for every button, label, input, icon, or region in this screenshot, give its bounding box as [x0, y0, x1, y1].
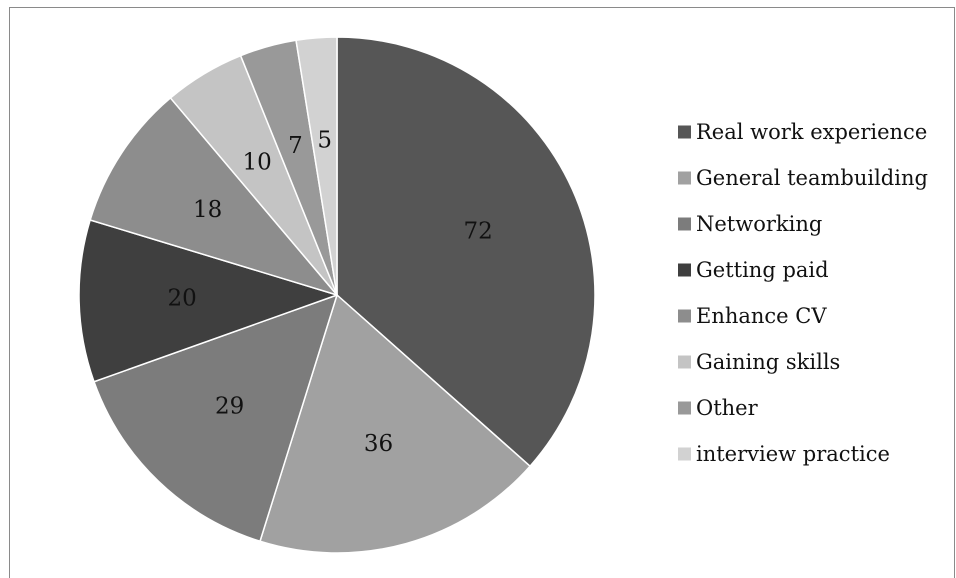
legend-swatch	[678, 447, 691, 461]
data-label-enhance-cv: 18	[193, 197, 222, 223]
pie-slices	[78, 36, 596, 554]
legend-swatch	[678, 263, 691, 277]
data-label-general-teambuilding: 36	[364, 431, 393, 457]
legend-item-interview-practice: interview practice	[678, 442, 890, 466]
legend-item-networking: Networking	[678, 212, 822, 236]
pie-slice-interview-practice	[295, 36, 338, 296]
legend-swatch	[678, 125, 691, 139]
pie-slice-real-work-experience	[336, 36, 596, 467]
data-label-interview-practice: 5	[317, 128, 332, 154]
data-label-real-work-experience: 72	[464, 219, 493, 245]
legend-label: interview practice	[696, 442, 890, 466]
data-label-gaining-skills: 10	[242, 149, 271, 175]
legend-label: Networking	[696, 212, 822, 236]
legend-swatch	[678, 309, 691, 323]
pie-slice-general-teambuilding	[259, 294, 531, 554]
pie-slice-getting-paid	[78, 219, 338, 383]
data-label-networking: 29	[215, 394, 244, 420]
data-label-getting-paid: 20	[168, 286, 197, 312]
legend-swatch	[678, 217, 691, 231]
legend-label: Gaining skills	[696, 350, 840, 374]
slice-labels: 72 36 29 20 18 10 7 5	[168, 128, 493, 457]
legend-label: Real work experience	[696, 120, 927, 144]
pie-slice-enhance-cv	[89, 97, 338, 296]
legend-item-general-teambuilding: General teambuilding	[678, 166, 928, 190]
legend-label: General teambuilding	[696, 166, 928, 190]
legend-swatch	[678, 401, 691, 415]
legend-item-other: Other	[678, 396, 759, 420]
pie-slice-networking	[93, 294, 338, 542]
legend-item-enhance-cv: Enhance CV	[678, 304, 827, 328]
legend-item-gaining-skills: Gaining skills	[678, 350, 840, 374]
legend-item-real-work-experience: Real work experience	[678, 120, 927, 144]
legend-swatch	[678, 171, 691, 185]
legend-item-getting-paid: Getting paid	[678, 258, 829, 282]
legend: Real work experience General teambuilding…	[678, 120, 928, 466]
legend-label: Enhance CV	[696, 304, 827, 328]
legend-label: Getting paid	[696, 258, 829, 282]
legend-swatch	[678, 355, 691, 369]
legend-label: Other	[696, 396, 759, 420]
data-label-other: 7	[288, 133, 303, 159]
